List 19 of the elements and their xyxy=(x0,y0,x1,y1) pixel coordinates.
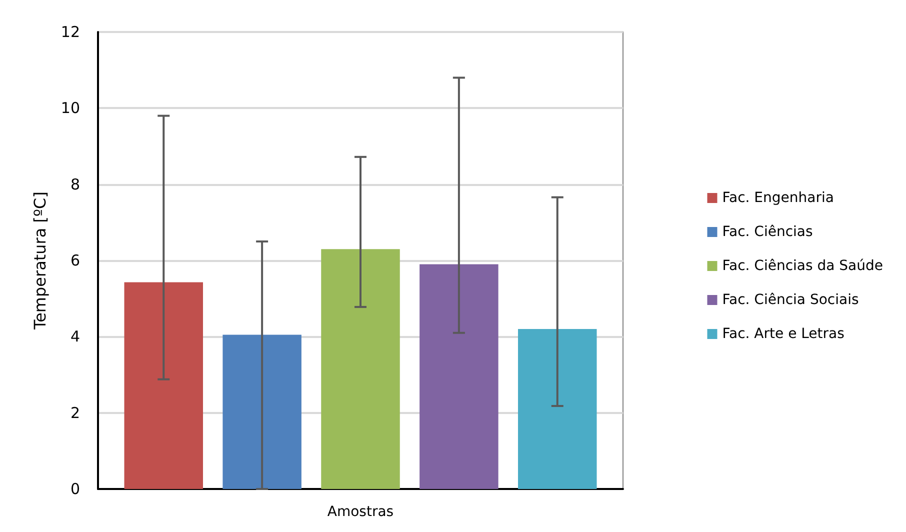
legend-label: Fac. Ciências xyxy=(722,224,813,240)
bar xyxy=(222,334,302,489)
legend-label: Fac. Engenharia xyxy=(722,190,834,206)
y-axis-title: Temperatura [ºC] xyxy=(30,192,50,330)
y-tick-label: 4 xyxy=(70,328,80,346)
legend-label: Fac. Arte e Letras xyxy=(722,326,844,342)
x-axis-title: Amostras xyxy=(327,504,394,520)
y-tick-label: 0 xyxy=(70,480,80,498)
bar xyxy=(518,329,597,489)
legend-label: Fac. Ciência Sociais xyxy=(722,292,859,308)
bar xyxy=(321,249,400,489)
bar xyxy=(420,264,498,489)
y-tick-label: 8 xyxy=(70,175,80,194)
y-tick-label: 10 xyxy=(60,99,80,118)
legend-label: Fac. Ciências da Saúde xyxy=(722,258,884,274)
y-tick-label: 12 xyxy=(60,23,80,41)
y-tick-label: 2 xyxy=(70,404,80,422)
bar xyxy=(124,282,203,489)
y-tick-label: 6 xyxy=(70,252,80,270)
